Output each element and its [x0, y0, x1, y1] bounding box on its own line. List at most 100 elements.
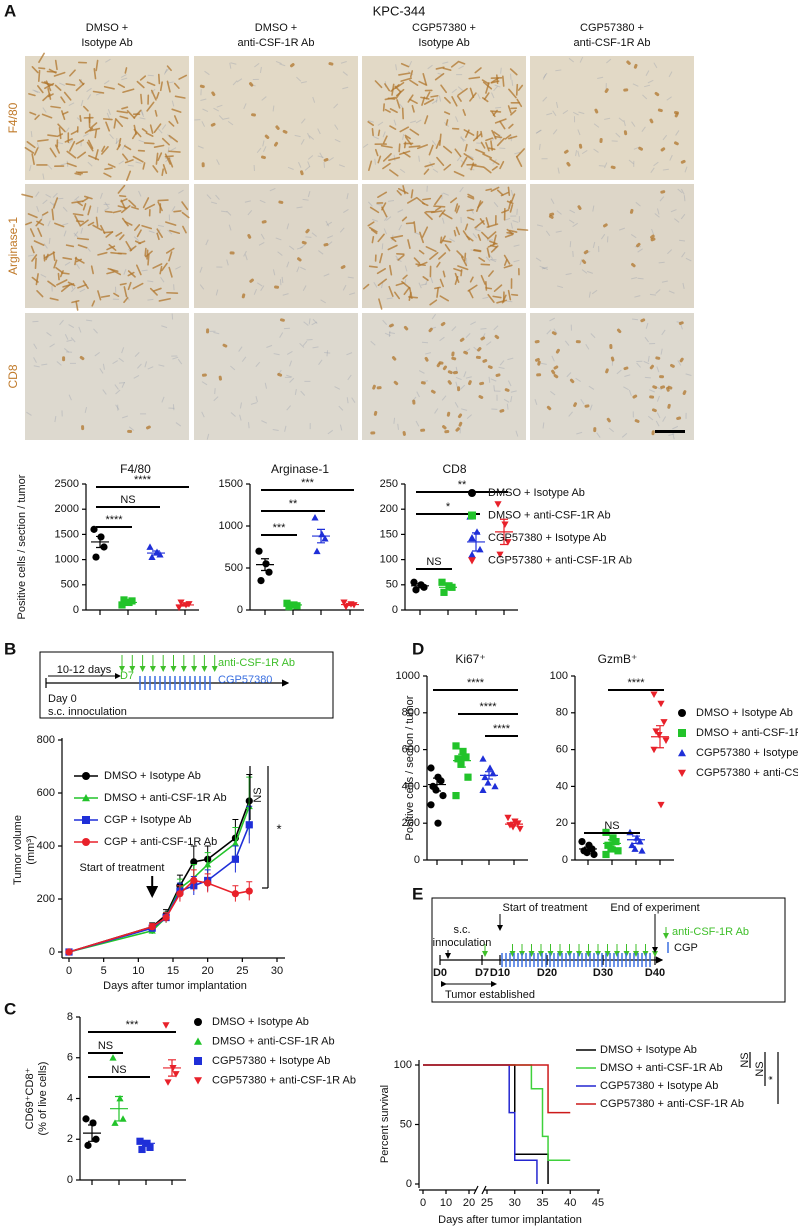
data-point: [504, 539, 512, 546]
tissue-fiber: [534, 399, 538, 406]
tissue-fiber: [104, 80, 110, 85]
stained-cell: [91, 300, 96, 307]
tissue-fiber: [334, 138, 341, 143]
tissue-fiber: [393, 417, 396, 424]
tissue-fiber: [238, 346, 243, 352]
tissue-fiber: [467, 154, 474, 159]
stained-cell: [37, 85, 44, 94]
stained-cell: [168, 134, 179, 143]
stained-cell: [454, 272, 460, 283]
data-point: [136, 1137, 144, 1145]
tissue-fiber: [80, 99, 84, 106]
tissue-fiber: [461, 408, 468, 411]
tissue-fiber: [241, 356, 247, 362]
data-point: [578, 838, 586, 846]
tissue-fiber: [288, 245, 295, 250]
tissue-fiber: [451, 88, 457, 94]
tissue-fiber: [54, 415, 57, 423]
stained-cell: [443, 111, 451, 115]
tissue-fiber: [302, 340, 308, 347]
tissue-fiber: [308, 318, 311, 325]
data-point: [468, 550, 476, 558]
stained-cell: [282, 129, 288, 134]
stained-cell: [485, 287, 493, 290]
stained-cell: [469, 276, 474, 283]
tissue-fiber: [45, 193, 52, 198]
tissue-fiber: [514, 151, 521, 155]
stained-cell: [82, 203, 87, 211]
tissue-fiber: [655, 420, 660, 427]
stained-cell: [36, 290, 44, 298]
data-point: [607, 845, 615, 853]
stained-cell: [478, 395, 484, 399]
error-bar: [632, 835, 640, 845]
tissue-fiber: [114, 384, 119, 390]
tissue-fiber: [247, 209, 253, 216]
stained-cell: [54, 144, 60, 154]
stained-cell: [26, 141, 36, 149]
tissue-fiber: [342, 71, 348, 76]
stained-cell: [147, 253, 150, 266]
stained-cell: [466, 209, 474, 212]
tissue-fiber: [342, 86, 349, 90]
tissue-fiber: [115, 404, 120, 410]
tissue-fiber: [562, 109, 569, 115]
stained-cell: [105, 121, 111, 132]
stained-cell: [57, 272, 60, 281]
error-bar: [433, 777, 441, 792]
tissue-fiber: [388, 330, 391, 337]
stained-cell: [494, 118, 507, 124]
tissue-fiber: [631, 121, 636, 127]
stained-cell: [128, 199, 137, 208]
tissue-fiber: [286, 223, 290, 230]
tissue-fiber: [656, 386, 663, 391]
tissue-fiber: [460, 384, 466, 390]
data-point: [231, 839, 239, 847]
tissue-fiber: [259, 199, 266, 204]
tissue-fiber: [120, 74, 127, 78]
tissue-fiber: [388, 331, 396, 335]
stained-cell: [107, 163, 116, 168]
tissue-fiber: [568, 219, 575, 224]
tissue-fiber: [106, 112, 110, 119]
tissue-fiber: [202, 108, 209, 113]
error-bar: [152, 550, 160, 556]
tissue-fiber: [275, 60, 282, 65]
stained-cell: [374, 80, 383, 89]
stained-cell: [396, 99, 401, 109]
stained-cell: [174, 95, 186, 99]
micrograph: [362, 56, 526, 180]
tissue-fiber: [656, 366, 660, 373]
tissue-fiber: [499, 360, 505, 366]
stained-cell: [165, 221, 177, 226]
survival-curve: [423, 1064, 538, 1184]
stained-cell: [158, 297, 171, 302]
tissue-fiber: [581, 269, 588, 274]
legend-marker: [194, 1018, 202, 1026]
tissue-fiber: [49, 343, 55, 348]
stained-cell: [389, 125, 397, 130]
tissue-fiber: [645, 70, 650, 77]
tissue-fiber: [510, 395, 513, 403]
tissue-fiber: [65, 127, 70, 133]
tissue-fiber: [299, 342, 305, 348]
stained-cell: [127, 270, 136, 278]
tissue-fiber: [338, 405, 344, 411]
stained-cell: [413, 221, 417, 233]
stained-cell: [483, 166, 492, 174]
tissue-fiber: [565, 272, 572, 276]
stained-cell: [453, 170, 465, 177]
stained-cell: [117, 184, 126, 194]
stained-cell: [610, 356, 615, 362]
legend-label: CGP57380 + anti-CSF-1R Ab: [600, 1098, 744, 1110]
stained-cell: [428, 327, 433, 333]
stained-cell: [149, 124, 154, 134]
y-tick-label: 6: [67, 1052, 73, 1064]
tissue-fiber: [507, 380, 512, 387]
data-point: [311, 514, 319, 521]
significance-label: ***: [273, 522, 287, 534]
stained-cell: [24, 146, 35, 154]
tissue-fiber: [568, 57, 575, 63]
tissue-fiber: [438, 95, 442, 102]
micrograph: [530, 184, 694, 308]
